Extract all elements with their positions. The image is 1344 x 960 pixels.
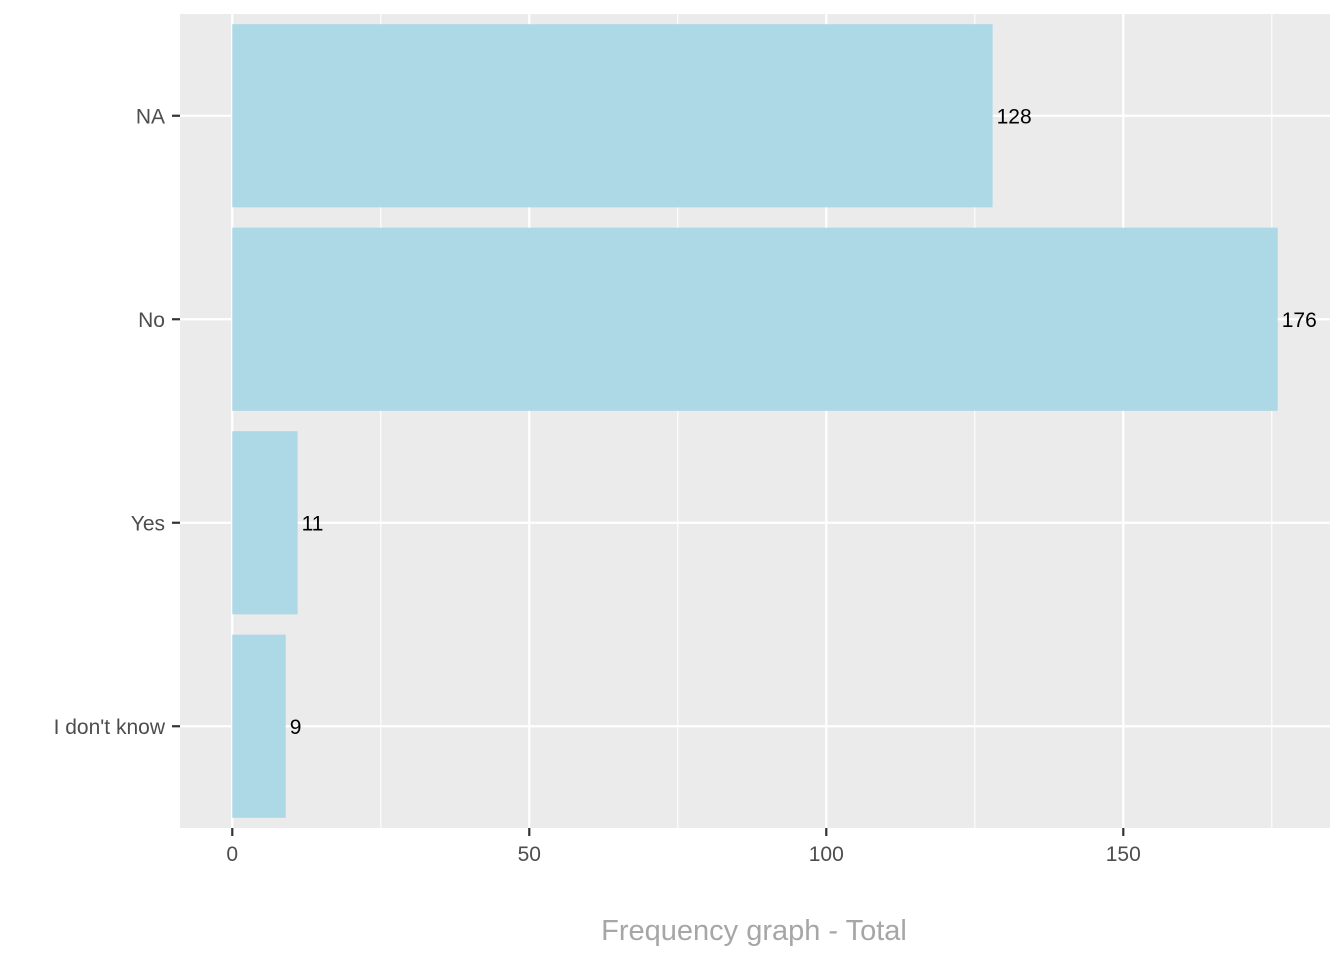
x-tick-label: 50 — [518, 843, 541, 866]
bars — [232, 24, 1278, 818]
bar — [232, 227, 1278, 411]
bar-value-label: 176 — [1282, 309, 1317, 332]
y-axis: NA No Yes I don't know — [54, 105, 180, 739]
y-tick-label: Yes — [131, 512, 165, 535]
bar-value-label: 11 — [302, 512, 324, 535]
x-tick-label: 150 — [1106, 843, 1141, 866]
bar — [232, 634, 286, 818]
bar-value-label: 128 — [997, 105, 1032, 128]
bar-value-labels: 128 176 11 9 — [290, 105, 1317, 739]
bar — [232, 431, 298, 615]
y-tick-label: NA — [136, 105, 165, 128]
x-tick-label: 0 — [226, 843, 238, 866]
y-tick-label: No — [138, 309, 165, 332]
x-tick-label: 100 — [809, 843, 844, 866]
bar — [232, 24, 993, 208]
x-axis: 0 50 100 150 — [226, 828, 1141, 866]
x-axis-title: Frequency graph - Total — [601, 915, 907, 947]
bar-value-label: 9 — [290, 716, 302, 739]
y-tick-label: I don't know — [54, 716, 166, 739]
